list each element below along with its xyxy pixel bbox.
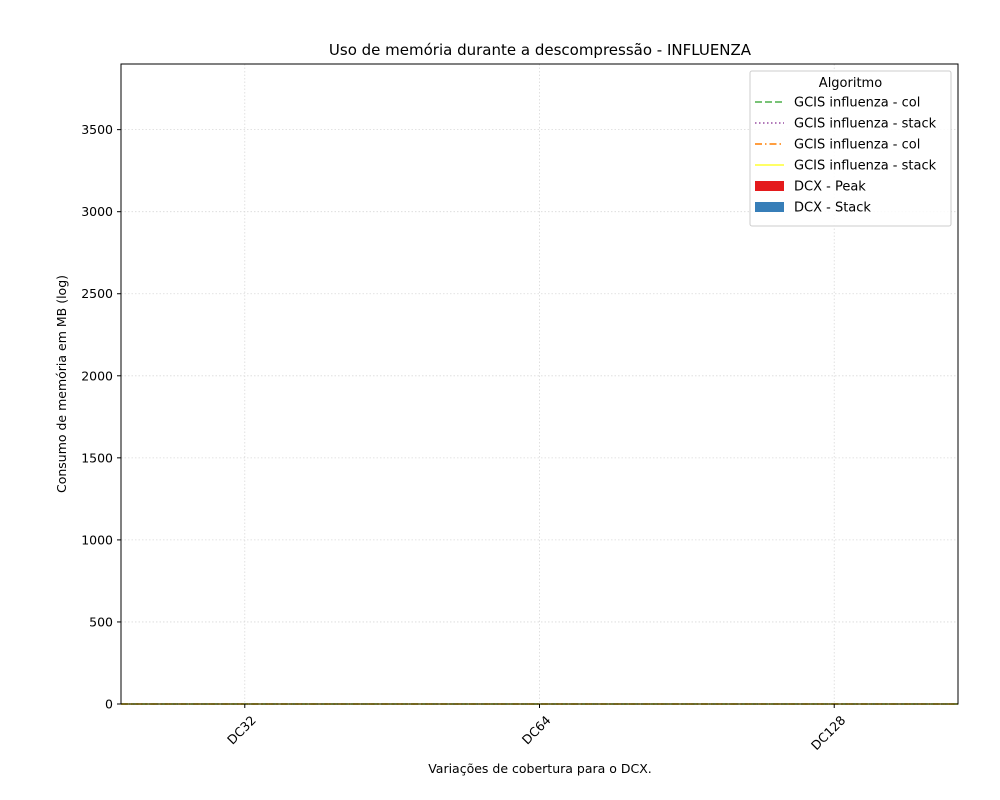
y-tick-label: 0 [105,697,113,712]
legend-entry-label: GCIS influenza - stack [794,117,937,132]
legend-entry-label: GCIS influenza - stack [794,159,937,174]
legend-swatch [755,202,784,212]
legend-frame [749,70,952,227]
legend-entry-label: GCIS influenza - col [794,96,920,111]
x-axis: DC32 DC64 DC128 [224,704,848,753]
x-tick-label: DC32 [224,713,259,748]
legend-entry-label: DCX - Stack [794,201,871,216]
legend-swatch [755,181,784,191]
x-tick-label: DC128 [808,712,848,752]
legend: Algoritmo GCIS influenza - col GCIS influe… [749,70,952,227]
y-axis: 0 500 1000 1500 2000 2500 3000 3500 [81,122,121,712]
y-tick-label: 2500 [81,286,113,301]
y-tick-label: 3500 [81,122,113,137]
y-tick-label: 1500 [81,450,113,465]
y-tick-label: 2000 [81,368,113,383]
chart-title: Uso de memória durante a descompressão -… [329,41,752,59]
y-tick-label: 1000 [81,532,113,547]
x-tick-label: DC64 [519,712,554,747]
y-tick-label: 500 [89,614,113,629]
y-axis-label: Consumo de memória em MB (log) [54,275,69,493]
x-axis-label: Variações de cobertura para o DCX. [428,761,652,776]
legend-entry-label: DCX - Peak [794,180,866,195]
legend-title: Algoritmo [819,76,882,91]
legend-entry-label: GCIS influenza - col [794,138,920,153]
y-tick-label: 3000 [81,204,113,219]
